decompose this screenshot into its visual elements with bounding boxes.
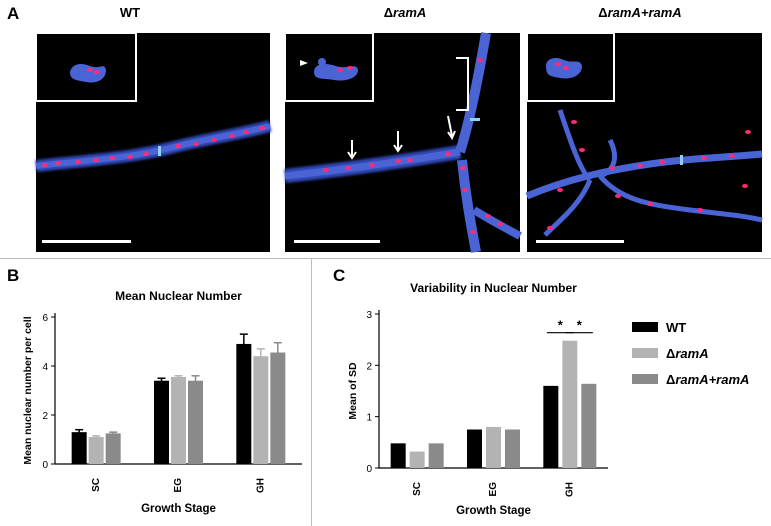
- divider-vertical: [311, 258, 312, 526]
- chart-c-bar: [581, 383, 597, 468]
- panel-c-letter: C: [333, 266, 346, 285]
- hypha: [525, 150, 763, 200]
- chart-b-y-tick-label: 0: [42, 460, 48, 471]
- nuclei: [323, 58, 503, 234]
- annotation-arrows: [347, 115, 456, 160]
- scale-bar: [294, 240, 380, 243]
- chart-c-x-label: Growth Stage: [456, 505, 531, 517]
- chart-b-bar: [71, 432, 87, 464]
- hypha-branch: [557, 109, 592, 182]
- micrograph-title-ramA: ΔramA: [345, 5, 465, 20]
- chart-b-y-tick-label: 2: [42, 411, 48, 422]
- legend-item: ΔramA: [632, 340, 771, 366]
- divider-horizontal: [0, 258, 771, 259]
- panel-a-letter: A: [7, 4, 20, 23]
- hypha-branch: [457, 159, 481, 253]
- annotation-bracket: [456, 57, 469, 111]
- chart-c-y-label: Mean of SD: [347, 362, 359, 420]
- septum: [680, 155, 683, 165]
- legend-label-prefix: Δ: [666, 345, 676, 361]
- chart-c-bar: [428, 443, 444, 468]
- legend-label-text: WT: [666, 319, 687, 335]
- legend-label: WT: [666, 320, 686, 335]
- micrograph-title-complement: ΔramA+ramA: [560, 5, 720, 20]
- title-complement-text: ramA+ramA: [607, 5, 682, 20]
- chart-mean-nuclear-number: Mean Nuclear Number 0 2 4 6 Mean nuclear numb…: [22, 289, 302, 515]
- chart-c-bar: [409, 451, 425, 468]
- chart-b-y-tick-label: 6: [42, 313, 48, 324]
- legend-item: WT: [632, 314, 771, 340]
- chart-c-x-tick-label: GH: [564, 482, 575, 497]
- chart-b-bar: [171, 377, 186, 464]
- chart-c-y-tick-label: 1: [366, 413, 372, 424]
- legend-item: ΔramA+ramA: [632, 366, 771, 392]
- title-wt-text: WT: [119, 5, 141, 20]
- chart-c-bar: [562, 340, 578, 468]
- chart-b-bar: [88, 437, 104, 464]
- chart-c-y-tick-label: 0: [366, 464, 372, 475]
- panel-b-letter: B: [7, 266, 20, 285]
- chart-b-title: Mean Nuclear Number: [115, 289, 242, 303]
- chart-b-x-label: Growth Stage: [141, 503, 216, 515]
- chart-c-bar: [505, 429, 520, 468]
- chart-b-y-tick-label: 4: [42, 362, 48, 373]
- hypha-branch: [598, 174, 763, 223]
- chart-c-bar: [543, 385, 559, 468]
- nuclei: [42, 126, 265, 167]
- legend-swatch: [632, 348, 658, 358]
- chart-b-bar: [253, 356, 269, 464]
- chart-c-y-tick-label: 2: [366, 361, 372, 372]
- chart-c-bar: [467, 429, 482, 468]
- legend-label-text: ramA+ramA: [675, 371, 750, 387]
- chart-c-title: Variability in Nuclear Number: [410, 281, 577, 295]
- inset-germling: [314, 64, 358, 81]
- legend-label-prefix: Δ: [666, 371, 676, 387]
- chart-variability: Variability in Nuclear Number 0 1 2 3 Mean of…: [347, 281, 608, 517]
- chart-b-bar: [154, 380, 169, 464]
- legend-label: ΔramA+ramA: [666, 372, 749, 387]
- legend-swatch: [632, 322, 658, 332]
- chart-c-y-tick-label: 3: [366, 310, 372, 321]
- hypha-branch: [543, 179, 593, 237]
- chart-b-x-tick-label: GH: [255, 478, 266, 493]
- legend-swatch: [632, 374, 658, 384]
- micrograph-wt: [35, 32, 272, 252]
- chart-c-significance-star: *: [577, 318, 583, 333]
- hypha-branch: [455, 32, 491, 154]
- chart-b-bar: [270, 352, 286, 464]
- legend-label-text: ramA: [675, 345, 709, 361]
- inset-germling: [70, 64, 106, 83]
- micrograph-ramA: [284, 32, 522, 253]
- title-ramA-prefix: Δ: [383, 5, 394, 20]
- title-ramA-text: ramA: [393, 5, 427, 20]
- scale-bar: [42, 240, 131, 243]
- chart-b-x-tick-label: EG: [173, 478, 184, 493]
- micrograph-complement: [525, 32, 763, 252]
- legend-label: ΔramA: [666, 346, 709, 361]
- chart-b-y-label: Mean nuclear number per cell: [22, 316, 34, 464]
- chart-b-bar: [236, 343, 252, 464]
- septum: [470, 118, 480, 121]
- legend: WT ΔramA ΔramA+ramA: [632, 314, 771, 392]
- chart-c-significance-star: *: [558, 318, 564, 333]
- chart-c-bar: [390, 443, 406, 468]
- chart-c-bar: [486, 426, 501, 468]
- micrograph-title-wt: WT: [90, 5, 170, 20]
- micrographs: [35, 32, 763, 253]
- chart-b-bar: [105, 433, 121, 464]
- arrowhead-annotation: [300, 60, 308, 66]
- title-complement-prefix: Δ: [598, 5, 608, 20]
- chart-c-x-tick-label: SC: [412, 482, 423, 496]
- scale-bar: [536, 240, 624, 243]
- chart-c-x-tick-label: EG: [488, 482, 499, 497]
- septum: [158, 146, 161, 156]
- hypha-branch: [599, 138, 617, 179]
- nuclei: [547, 120, 751, 230]
- chart-b-x-tick-label: SC: [91, 478, 102, 492]
- chart-b-bar: [188, 380, 203, 464]
